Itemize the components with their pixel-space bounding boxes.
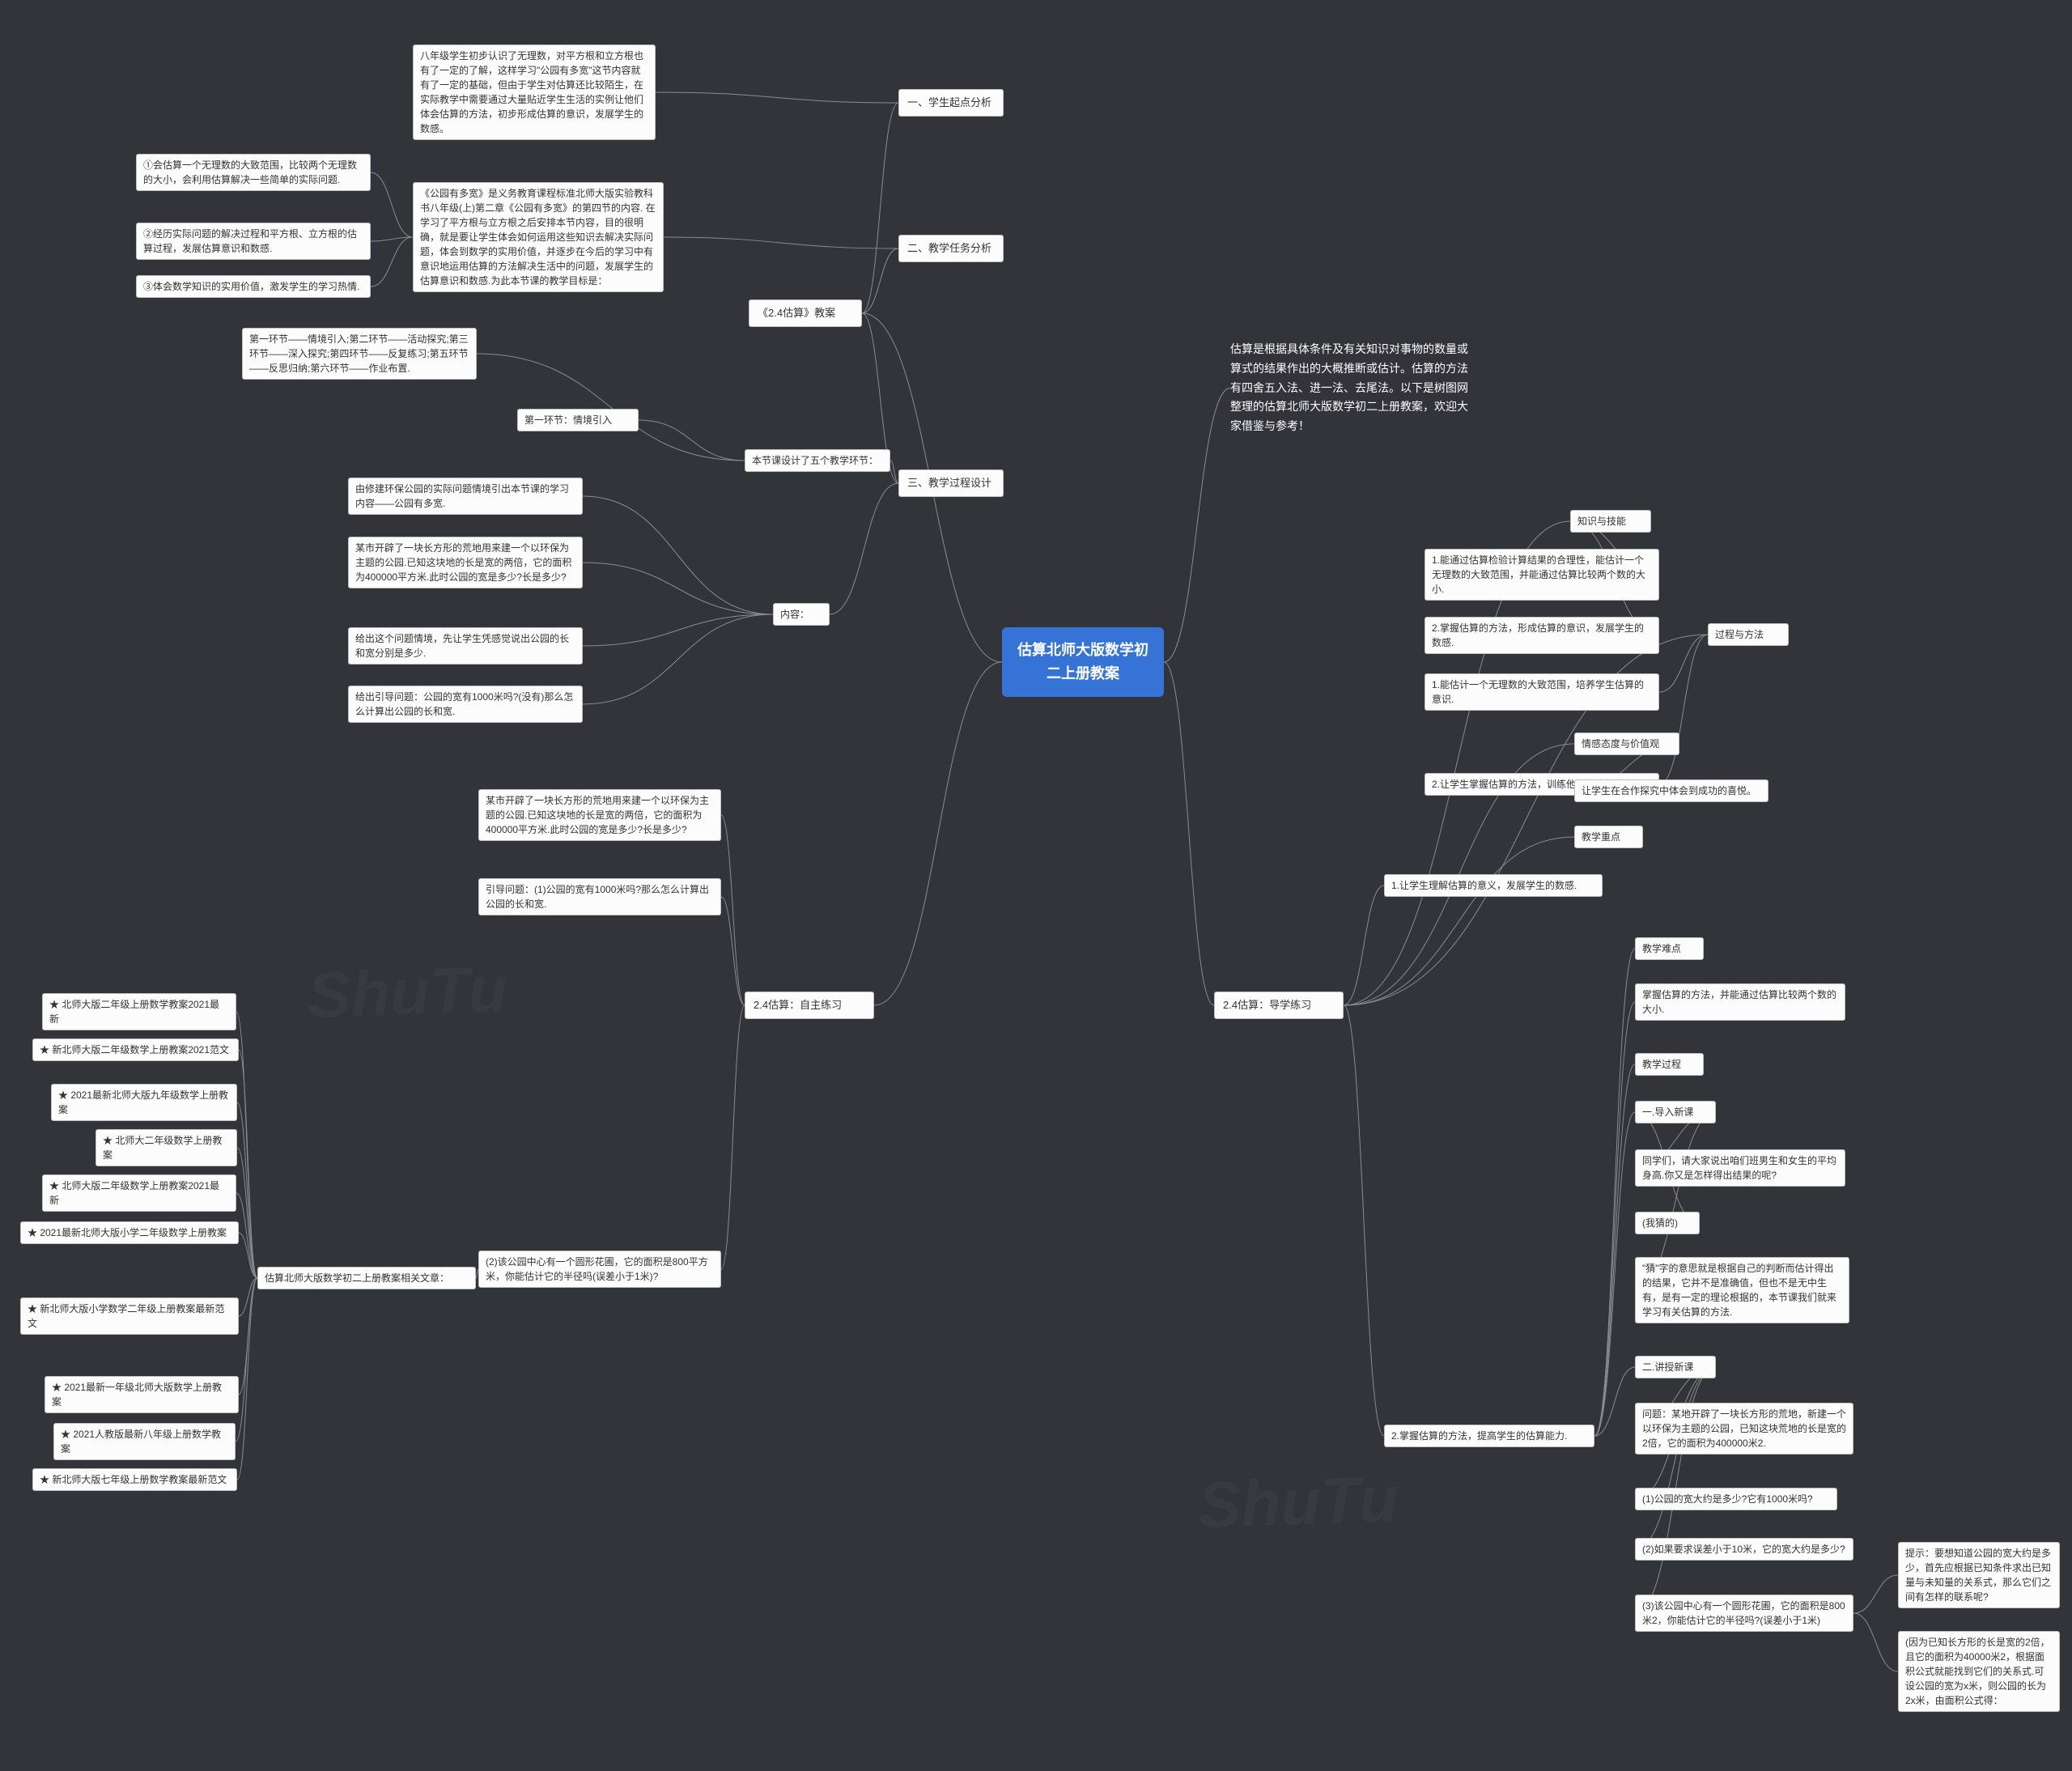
node-n_a3b2[interactable]: 某市开辟了一块长方形的荒地用来建一个以环保为主题的公园.已知这块地的长是宽的两倍… [348, 537, 583, 588]
node-n_c3a[interactable]: 让学生在合作探究中体会到成功的喜悦。 [1574, 779, 1768, 802]
node-n_c1b[interactable]: 2.掌握估算的方法，形成估算的意识，发展学生的数感. [1424, 617, 1659, 654]
node-n_a3b3[interactable]: 给出这个问题情境，先让学生凭感觉说出公园的长和宽分别是多少. [348, 627, 583, 665]
node-n_c7c[interactable]: "猜"字的意思就是根据自己的判断而估计得出的结果，它并不是准确值，但也不是无中生… [1635, 1257, 1849, 1323]
node-n_c4b[interactable]: 2.掌握估算的方法，提高学生的估算能力. [1384, 1425, 1594, 1447]
watermark: ShuTu [306, 952, 508, 1034]
node-n_c8a[interactable]: 问题：某地开辟了一块长方形的荒地，新建一个以环保为主题的公园，已知这块荒地的长是… [1635, 1403, 1853, 1455]
node-n_c4a[interactable]: 1.让学生理解估算的意义，发展学生的数感. [1384, 874, 1603, 897]
node-n_c1a[interactable]: 1.能通过估算检验计算结果的合理性，能估计一个无理数的大致范围，并能通过估算比较… [1424, 549, 1659, 601]
node-n_r10[interactable]: ★ 新北师大版七年级上册数学教案最新范文 [32, 1468, 237, 1491]
node-n_r9[interactable]: ★ 2021人教版最新八年级上册数学教案 [53, 1423, 236, 1460]
node-n_a1[interactable]: 一、学生起点分析 [898, 89, 1004, 117]
node-n_c[interactable]: 2.4估算：导学练习 [1214, 992, 1344, 1019]
node-n_c6[interactable]: 教学过程 [1635, 1053, 1704, 1076]
node-n_c7a[interactable]: 同学们，请大家说出咱们班男生和女生的平均身高.你又是怎样得出结果的呢? [1635, 1149, 1845, 1187]
root-node[interactable]: 估算北师大版数学初二上册教案 [1002, 627, 1164, 697]
node-n_a3a1[interactable]: 第一环节——情境引入;第二环节——活动探究;第三环节——深入探究;第四环节——反… [242, 328, 477, 380]
intro-text: 估算是根据具体条件及有关知识对事物的数量或算式的结果作出的大概推断或估计。估算的… [1230, 340, 1473, 436]
node-n_c8d[interactable]: (3)该公园中心有一个圆形花圃，它的面积是800米2，你能估计它的半径吗?(误差… [1635, 1595, 1853, 1632]
node-n_rel[interactable]: 估算北师大版数学初二上册教案相关文章： [257, 1267, 476, 1289]
node-n_a2d3[interactable]: ③体会数学知识的实用价值，激发学生的学习热情. [136, 275, 371, 298]
node-n_a3b1[interactable]: 由修建环保公园的实际问题情境引出本节课的学习内容――公园有多宽. [348, 478, 583, 515]
node-n_b[interactable]: 2.4估算：自主练习 [745, 992, 874, 1019]
node-n_c4[interactable]: 教学重点 [1574, 826, 1643, 848]
node-n_c7[interactable]: 一.导入新课 [1635, 1101, 1716, 1123]
node-n_r1[interactable]: ★ 北师大版二年级上册数学教案2021最新 [42, 993, 236, 1030]
node-n_r5[interactable]: ★ 北师大版二年级数学上册教案2021最新 [42, 1174, 236, 1212]
node-n_c7b[interactable]: (我猜的) [1635, 1212, 1700, 1234]
node-n_r4[interactable]: ★ 北师大二年级数学上册教案 [96, 1129, 237, 1166]
node-n_a2d2[interactable]: ②经历实际问题的解决过程和平方根、立方根的估算过程，发展估算意识和数感. [136, 223, 371, 260]
node-n_c5a[interactable]: 掌握估算的方法，并能通过估算比较两个数的大小. [1635, 983, 1845, 1021]
node-n_c5[interactable]: 教学难点 [1635, 937, 1704, 960]
node-n_c8d1[interactable]: 提示：要想知道公园的宽大约是多少，首先应根据已知条件求出已知量与未知量的关系式，… [1898, 1542, 2060, 1608]
node-n_a3a2[interactable]: 第一环节：情境引入 [517, 409, 639, 431]
node-n_a1d[interactable]: 八年级学生初步认识了无理数，对平方根和立方根也有了一定的了解，这样学习"公园有多… [413, 45, 656, 140]
node-n_a2d[interactable]: 《公园有多宽》是义务教育课程标准北师大版实验教科书八年级(上)第二章《公园有多宽… [413, 182, 664, 292]
node-n_a3a[interactable]: 本节课设计了五个教学环节： [745, 449, 890, 472]
node-n_c8c[interactable]: (2)如果要求误差小于10米，它的宽大约是多少? [1635, 1538, 1853, 1561]
node-n_a[interactable]: 《2.4估算》教案 [749, 299, 862, 327]
node-n_c8b[interactable]: (1)公园的宽大约是多少?它有1000米吗? [1635, 1488, 1837, 1510]
node-n_a3b[interactable]: 内容： [773, 603, 830, 626]
node-n_a2[interactable]: 二、教学任务分析 [898, 235, 1004, 262]
node-n_r2[interactable]: ★ 新北师大版二年级数学上册教案2021范文 [32, 1038, 239, 1061]
node-n_b1[interactable]: 某市开辟了一块长方形的荒地用来建一个以环保为主题的公园.已知这块地的长是宽的两倍… [478, 789, 721, 841]
node-n_c1[interactable]: 知识与技能 [1570, 510, 1651, 533]
node-n_a3[interactable]: 三、教学过程设计 [898, 469, 1004, 497]
node-n_b3[interactable]: (2)该公园中心有一个圆形花圃，它的面积是800平方米，你能估计它的半径吗(误差… [478, 1251, 721, 1288]
watermark: ShuTu [1196, 1462, 1399, 1544]
node-n_r7[interactable]: ★ 新北师大版小学数学二年级上册教案最新范文 [20, 1297, 239, 1335]
node-n_c3[interactable]: 情感态度与价值观 [1574, 733, 1679, 755]
node-n_b2[interactable]: 引导问题：(1)公园的宽有1000米吗?那么怎么计算出公园的长和宽. [478, 878, 721, 915]
node-n_c8[interactable]: 二.讲授新课 [1635, 1356, 1716, 1378]
node-n_c2[interactable]: 过程与方法 [1708, 623, 1789, 646]
node-n_r6[interactable]: ★ 2021最新北师大版小学二年级数学上册教案 [20, 1221, 239, 1244]
node-n_a2d1[interactable]: ①会估算一个无理数的大致范围，比较两个无理数的大小，会利用估算解决一些简单的实际… [136, 154, 371, 191]
node-n_r8[interactable]: ★ 2021最新一年级北师大版数学上册教案 [45, 1376, 239, 1413]
node-n_a3b4[interactable]: 给出引导问题：公园的宽有1000米吗?(没有)那么怎么计算出公园的长和宽. [348, 686, 583, 723]
node-n_c8d2[interactable]: (因为已知长方形的长是宽的2倍，且它的面积为40000米2，根据面积公式就能找到… [1898, 1631, 2060, 1712]
node-n_r3[interactable]: ★ 2021最新北师大版九年级数学上册教案 [51, 1084, 237, 1121]
node-n_c2a[interactable]: 1.能估计一个无理数的大致范围，培养学生估算的意识. [1424, 673, 1659, 711]
